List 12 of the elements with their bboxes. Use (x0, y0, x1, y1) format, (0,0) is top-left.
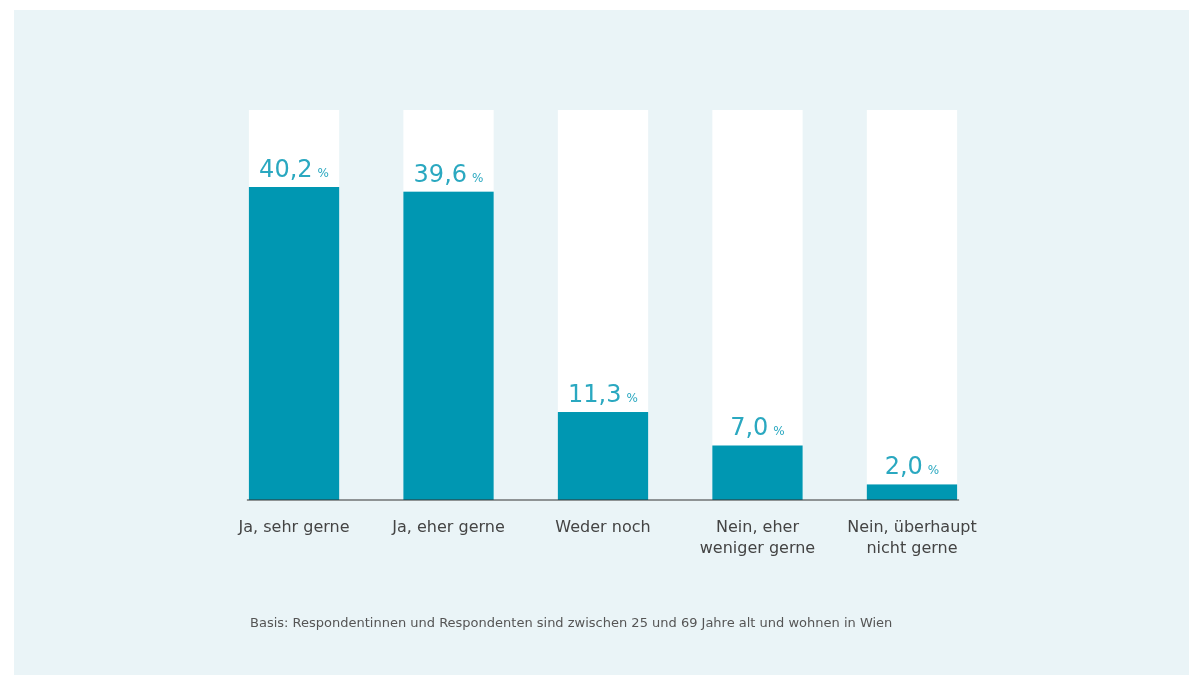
data-label: 39,6 % (413, 159, 484, 188)
data-label: 11,3 % (568, 380, 638, 409)
data-label: 40,2 % (259, 155, 329, 183)
x-tick-label: Nein, überhaupt nicht gerne (847, 517, 977, 557)
x-tick-label: Weder noch (555, 517, 651, 536)
text: Basis: Respondentinnen und Respondenten sind zwischen 25 und 69 Jahre alt und wohnen in Wien (250, 615, 893, 630)
x-tick-label: Ja, sehr gerne (237, 517, 350, 536)
data-label: 7,0 % (730, 413, 785, 442)
data-label: 2,0 % (884, 452, 940, 481)
x-tick-label: Nein, eher weniger gerne (699, 517, 816, 557)
bar (557, 412, 649, 500)
x-tick-label: Ja, eher gerne (391, 517, 505, 536)
